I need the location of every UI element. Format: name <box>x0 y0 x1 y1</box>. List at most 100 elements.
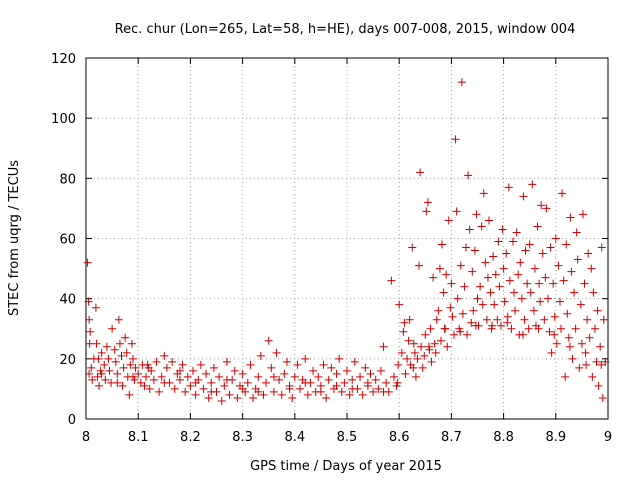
data-point <box>238 384 247 393</box>
data-point <box>438 240 447 249</box>
data-point <box>514 270 523 279</box>
data-point <box>478 300 487 309</box>
data-point <box>460 282 469 291</box>
data-point <box>453 294 462 303</box>
data-point <box>601 357 610 366</box>
data-point <box>592 357 601 366</box>
data-point <box>493 315 502 324</box>
data-point <box>504 183 513 192</box>
data-point <box>477 222 486 231</box>
data-point <box>562 240 571 249</box>
data-point <box>393 378 402 387</box>
data-point <box>199 384 208 393</box>
data-point <box>303 390 312 399</box>
data-point <box>483 273 492 282</box>
data-point <box>468 267 477 276</box>
data-point <box>565 342 574 351</box>
data-point <box>578 210 587 219</box>
data-point <box>128 354 137 363</box>
data-point <box>374 384 383 393</box>
data-point <box>113 378 122 387</box>
data-point <box>503 318 512 327</box>
data-point <box>451 135 460 144</box>
data-point <box>394 360 403 369</box>
data-point <box>422 207 431 216</box>
data-point <box>144 363 153 372</box>
data-point <box>482 315 491 324</box>
data-point <box>175 375 184 384</box>
data-point <box>416 168 425 177</box>
data-point <box>348 375 357 384</box>
data-point <box>183 372 192 381</box>
data-point <box>577 339 586 348</box>
data-point <box>204 393 213 402</box>
data-point <box>222 357 231 366</box>
data-point <box>550 312 559 321</box>
data-point <box>376 366 385 375</box>
data-point <box>189 366 198 375</box>
data-point <box>404 336 413 345</box>
data-point <box>288 393 297 402</box>
data-point <box>597 243 606 252</box>
data-point <box>457 78 466 87</box>
data-point <box>160 378 169 387</box>
data-point <box>554 261 563 270</box>
x-axis-label: GPS time / Days of year 2015 <box>250 459 442 474</box>
data-point <box>476 282 485 291</box>
data-point <box>202 369 211 378</box>
data-point <box>113 369 122 378</box>
data-point <box>526 288 535 297</box>
data-point <box>490 300 499 309</box>
data-point <box>119 363 128 372</box>
y-tick-label: 120 <box>51 52 76 67</box>
data-point <box>118 381 127 390</box>
data-point <box>102 342 111 351</box>
data-point <box>494 237 503 246</box>
x-tick-label: 8 <box>82 430 90 445</box>
data-point <box>567 267 576 276</box>
data-point <box>436 336 445 345</box>
data-point <box>463 330 472 339</box>
data-point <box>421 330 430 339</box>
data-point <box>590 324 599 333</box>
data-point <box>507 324 516 333</box>
data-point <box>418 363 427 372</box>
data-point <box>399 327 408 336</box>
data-point <box>484 216 493 225</box>
data-point <box>486 288 495 297</box>
data-point <box>456 327 465 336</box>
data-point <box>222 375 231 384</box>
data-point <box>121 333 130 342</box>
data-point <box>588 372 597 381</box>
data-point <box>423 198 432 207</box>
data-point <box>340 378 349 387</box>
data-point <box>97 348 106 357</box>
data-point <box>220 381 229 390</box>
data-point <box>395 300 404 309</box>
data-point <box>517 294 526 303</box>
data-point <box>516 258 525 267</box>
data-point <box>471 321 480 330</box>
data-point <box>246 360 255 369</box>
data-point <box>491 270 500 279</box>
data-point <box>566 213 575 222</box>
data-point <box>462 243 471 252</box>
data-point <box>410 348 419 357</box>
data-point <box>142 372 151 381</box>
y-tick-label: 100 <box>51 112 76 127</box>
data-point <box>536 297 545 306</box>
data-point <box>97 369 106 378</box>
data-point <box>510 288 519 297</box>
data-point <box>512 228 521 237</box>
data-point <box>543 294 552 303</box>
data-point <box>500 297 509 306</box>
data-point <box>337 387 346 396</box>
data-point <box>104 354 113 363</box>
data-point <box>411 372 420 381</box>
data-point <box>427 357 436 366</box>
data-point <box>547 348 556 357</box>
data-point <box>571 324 580 333</box>
data-point <box>473 294 482 303</box>
x-tick-label: 8.6 <box>389 430 410 445</box>
data-point <box>479 189 488 198</box>
